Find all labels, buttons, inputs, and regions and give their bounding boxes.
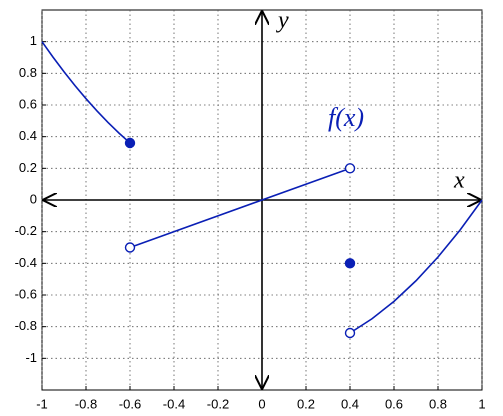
y-tick-label: -0.6 <box>15 286 37 301</box>
y-tick-label: 1 <box>30 33 37 48</box>
curve <box>41 41 131 144</box>
y-tick-label: -0.8 <box>15 318 37 333</box>
y-tick-label: -1 <box>25 350 37 365</box>
closed-point <box>124 137 136 149</box>
y-tick-label: 0.2 <box>19 160 37 175</box>
y-tick-label: -0.2 <box>15 223 37 238</box>
y-tick-label: 0.4 <box>19 128 37 143</box>
x-tick-label: 0.8 <box>429 396 447 411</box>
y-axis-label: y <box>276 8 289 34</box>
x-tick-label: -0.4 <box>163 396 185 411</box>
y-tick-label: 0.8 <box>19 65 37 80</box>
x-tick-label: 0.6 <box>385 396 403 411</box>
curve <box>349 199 483 334</box>
open-point <box>344 327 356 339</box>
function-label: f(x) <box>328 103 364 132</box>
x-tick-label: 0.2 <box>297 396 315 411</box>
curve <box>129 167 351 249</box>
y-tick-label: -0.4 <box>15 255 37 270</box>
x-axis-label: x <box>453 168 465 194</box>
x-tick-label: 0.4 <box>341 396 359 411</box>
open-point <box>344 163 356 174</box>
x-tick-label: -1 <box>36 396 48 411</box>
y-tick-label: 0 <box>30 191 37 206</box>
x-tick-label: -0.8 <box>75 396 97 411</box>
closed-point <box>344 258 356 269</box>
y-tick-label: 0.6 <box>19 96 37 111</box>
open-point <box>124 242 136 253</box>
x-tick-label: 0 <box>258 396 265 411</box>
x-tick-label: 1 <box>478 396 485 411</box>
x-tick-label: -0.6 <box>119 396 141 411</box>
x-tick-label: -0.2 <box>207 396 229 411</box>
